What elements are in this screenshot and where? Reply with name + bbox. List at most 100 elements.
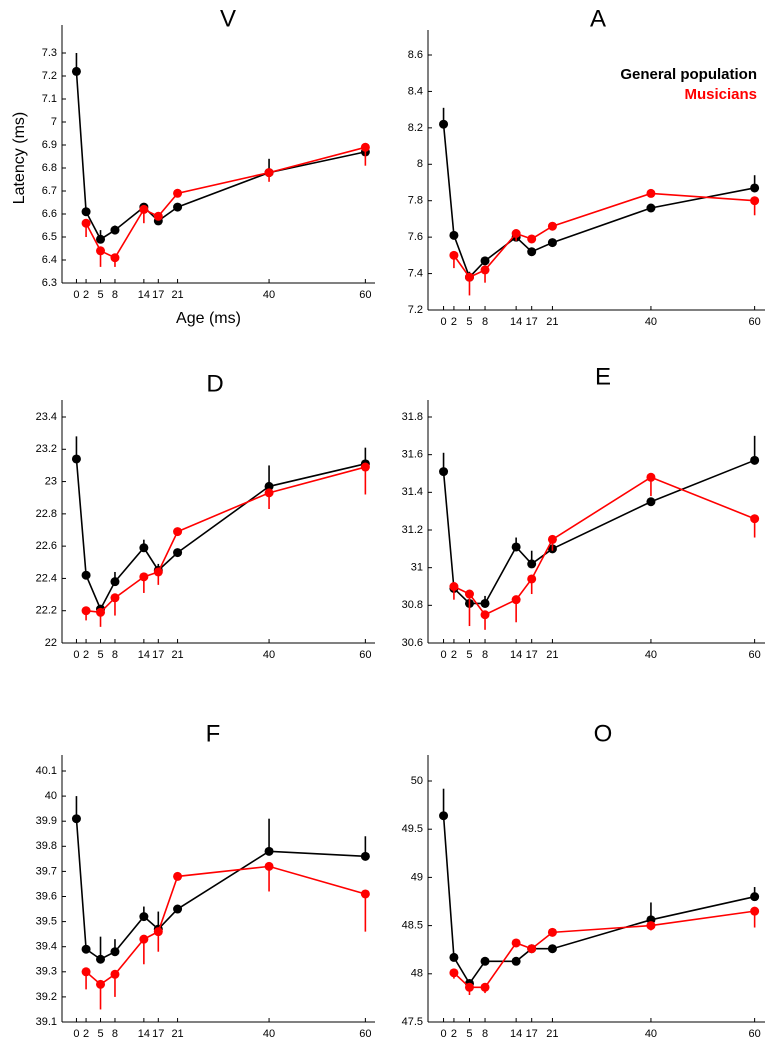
y-tick-label: 50 [411, 775, 423, 787]
marker [71, 454, 81, 464]
x-tick-label: 5 [466, 316, 472, 328]
x-tick-label: 5 [97, 289, 103, 301]
x-tick-label: 0 [440, 1028, 446, 1040]
series-line [75, 818, 366, 961]
legend-entry: General population [620, 66, 757, 83]
y-tick-label: 40.1 [36, 765, 57, 777]
series-line [85, 865, 366, 986]
y-tick-label: 39.5 [36, 916, 57, 928]
marker [646, 921, 656, 931]
marker [173, 188, 183, 198]
x-tick-label: 14 [510, 649, 522, 661]
marker [139, 204, 149, 214]
x-tick-label: 40 [645, 316, 657, 328]
y-tick-label: 31.8 [402, 411, 423, 423]
y-tick-label: 7.3 [42, 47, 57, 59]
marker [750, 892, 760, 902]
y-tick-label: 22.2 [36, 605, 57, 617]
marker [480, 610, 490, 620]
y-axis-label: Latency (ms) [11, 112, 28, 204]
x-tick-label: 14 [510, 316, 522, 328]
x-tick-label: 0 [73, 649, 79, 661]
marker [81, 218, 91, 228]
x-tick-label: 8 [112, 1028, 118, 1040]
marker [173, 871, 183, 881]
x-tick-label: 8 [482, 649, 488, 661]
marker [96, 607, 106, 617]
marker [360, 889, 370, 899]
marker [139, 572, 149, 582]
series-line [453, 192, 755, 279]
x-tick-label: 2 [451, 316, 457, 328]
marker [81, 207, 91, 217]
x-tick-label: 8 [482, 1028, 488, 1040]
y-tick-label: 6.8 [42, 162, 57, 174]
panel-title: O [594, 720, 613, 747]
marker [480, 598, 490, 608]
marker [480, 256, 490, 266]
y-tick-label: 49.5 [402, 823, 423, 835]
y-tick-label: 39.7 [36, 865, 57, 877]
y-tick-label: 39.9 [36, 815, 57, 827]
x-tick-label: 8 [112, 289, 118, 301]
y-tick-label: 22.6 [36, 540, 57, 552]
series-line [85, 466, 366, 614]
marker [96, 246, 106, 256]
marker [81, 606, 91, 616]
marker [173, 202, 183, 212]
series-line [453, 476, 755, 616]
y-tick-label: 39.6 [36, 890, 57, 902]
y-tick-label: 7.8 [408, 195, 423, 207]
marker [646, 188, 656, 198]
marker [139, 912, 149, 922]
x-tick-label: 8 [482, 316, 488, 328]
y-tick-label: 7.6 [408, 231, 423, 243]
legend-entry: Musicians [684, 86, 757, 103]
marker [96, 234, 106, 244]
y-tick-label: 6.5 [42, 231, 57, 243]
marker [173, 527, 183, 537]
series-line [442, 815, 755, 985]
marker [646, 497, 656, 507]
panel-title: A [590, 5, 606, 32]
marker [547, 927, 557, 937]
marker [547, 534, 557, 544]
y-tick-label: 7.2 [408, 304, 423, 316]
marker [439, 467, 449, 477]
marker [547, 944, 557, 954]
marker [527, 574, 537, 584]
marker [264, 846, 274, 856]
marker [96, 954, 106, 964]
marker [449, 968, 459, 978]
x-tick-label: 17 [526, 1028, 538, 1040]
marker [750, 906, 760, 916]
x-axis-label: Age (ms) [176, 310, 241, 327]
x-tick-label: 17 [152, 289, 164, 301]
marker [439, 119, 449, 129]
y-tick-label: 48 [411, 968, 423, 980]
y-tick-label: 48.5 [402, 920, 423, 932]
x-tick-label: 0 [440, 316, 446, 328]
x-tick-label: 40 [645, 1028, 657, 1040]
x-tick-label: 40 [645, 649, 657, 661]
marker [264, 861, 274, 871]
marker [449, 230, 459, 240]
marker [750, 514, 760, 524]
marker [511, 229, 521, 238]
x-tick-label: 0 [73, 289, 79, 301]
x-tick-label: 14 [138, 649, 150, 661]
marker [153, 927, 163, 937]
marker [527, 559, 537, 569]
y-tick-label: 30.6 [402, 637, 423, 649]
x-tick-label: 60 [359, 649, 371, 661]
y-tick-label: 8.6 [408, 49, 423, 61]
marker [646, 203, 656, 213]
marker [750, 196, 760, 206]
marker [449, 952, 459, 962]
marker [81, 570, 91, 580]
x-tick-label: 14 [138, 1028, 150, 1040]
x-tick-label: 5 [97, 649, 103, 661]
y-tick-label: 7.1 [42, 93, 57, 105]
marker [173, 904, 183, 914]
marker [511, 938, 521, 948]
